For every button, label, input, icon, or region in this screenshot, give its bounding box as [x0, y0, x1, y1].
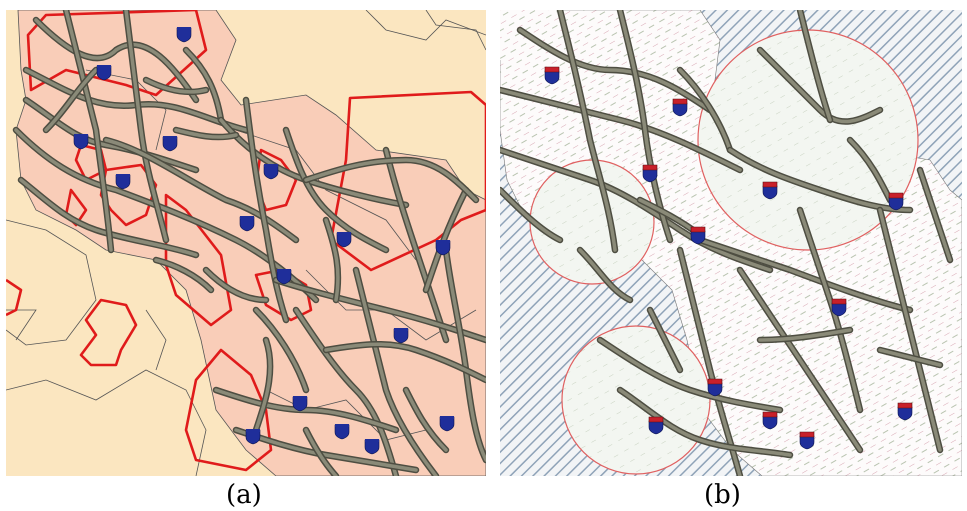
road — [19, 178, 198, 257]
interstate-shield-icon — [439, 415, 455, 432]
caption-a: (a) — [226, 480, 262, 510]
road — [500, 88, 742, 172]
road — [518, 28, 712, 112]
road — [64, 10, 113, 252]
road — [598, 338, 782, 412]
road — [24, 98, 198, 172]
road — [14, 128, 318, 302]
map-b-canvas — [500, 10, 962, 476]
interstate-shield-icon — [393, 327, 409, 344]
interstate-shield-icon — [336, 231, 352, 248]
road — [124, 10, 168, 242]
road — [304, 428, 338, 476]
interstate-shield-icon — [544, 66, 560, 85]
road — [44, 68, 98, 132]
interstate-shield-icon — [690, 226, 706, 245]
road — [254, 338, 272, 432]
road — [798, 10, 832, 122]
interstate-shield-icon — [176, 26, 192, 43]
interstate-shield-icon — [276, 268, 292, 285]
road — [500, 188, 562, 242]
interstate-shield-icon — [831, 298, 847, 317]
road — [728, 148, 912, 212]
road — [294, 308, 398, 476]
road — [558, 10, 617, 252]
interstate-shield-icon — [435, 239, 451, 256]
interstate-shield-icon — [364, 438, 380, 455]
interstate-shield-icon — [888, 192, 904, 211]
road — [244, 98, 288, 322]
interstate-shield-icon — [799, 431, 815, 450]
road — [404, 388, 448, 452]
road — [214, 388, 398, 432]
interstate-shield-icon — [115, 173, 131, 190]
interstate-shield-icon — [96, 64, 112, 81]
road — [738, 268, 862, 452]
road — [648, 308, 682, 372]
road — [758, 48, 882, 124]
map-panel-b — [500, 10, 962, 476]
road — [104, 138, 298, 242]
interstate-shield-icon — [762, 181, 778, 200]
road — [304, 158, 478, 202]
road — [324, 218, 340, 302]
road — [284, 128, 388, 252]
road — [384, 148, 448, 342]
road — [174, 128, 238, 139]
road — [184, 48, 223, 122]
road — [918, 168, 952, 262]
road — [144, 78, 208, 94]
road-network-b — [500, 10, 954, 476]
road — [578, 248, 632, 302]
interstate-shield-icon — [162, 135, 178, 152]
interstate-shield-icon — [245, 428, 261, 445]
road — [678, 68, 732, 152]
interstate-shield-icon — [707, 378, 723, 397]
road — [34, 18, 198, 102]
road — [618, 388, 792, 457]
road-network — [12, 10, 486, 476]
interstate-shield-icon — [762, 411, 778, 430]
interstate-shield-icon — [642, 164, 658, 183]
road — [878, 348, 942, 367]
interstate-shield-icon — [672, 98, 688, 117]
interstate-shield-icon — [334, 423, 350, 440]
road — [878, 208, 942, 452]
interstate-shield-icon — [292, 395, 308, 412]
road — [324, 342, 486, 382]
road — [254, 308, 308, 392]
map-panel-a — [6, 10, 486, 476]
interstate-shield-icon — [263, 163, 279, 180]
interstate-shield-icon — [239, 215, 255, 232]
road — [698, 238, 912, 312]
interstate-shield-icon — [73, 133, 89, 150]
road — [678, 248, 742, 476]
road — [234, 428, 418, 472]
road — [354, 268, 438, 476]
map-a-canvas — [6, 10, 486, 476]
interstate-shield-icon — [648, 416, 664, 435]
interstate-shield-icon — [897, 402, 913, 421]
road — [154, 258, 213, 292]
caption-b: (b) — [704, 480, 741, 510]
road — [848, 138, 892, 202]
road — [500, 148, 772, 272]
road — [204, 268, 268, 302]
road — [758, 328, 852, 342]
road — [798, 208, 862, 412]
